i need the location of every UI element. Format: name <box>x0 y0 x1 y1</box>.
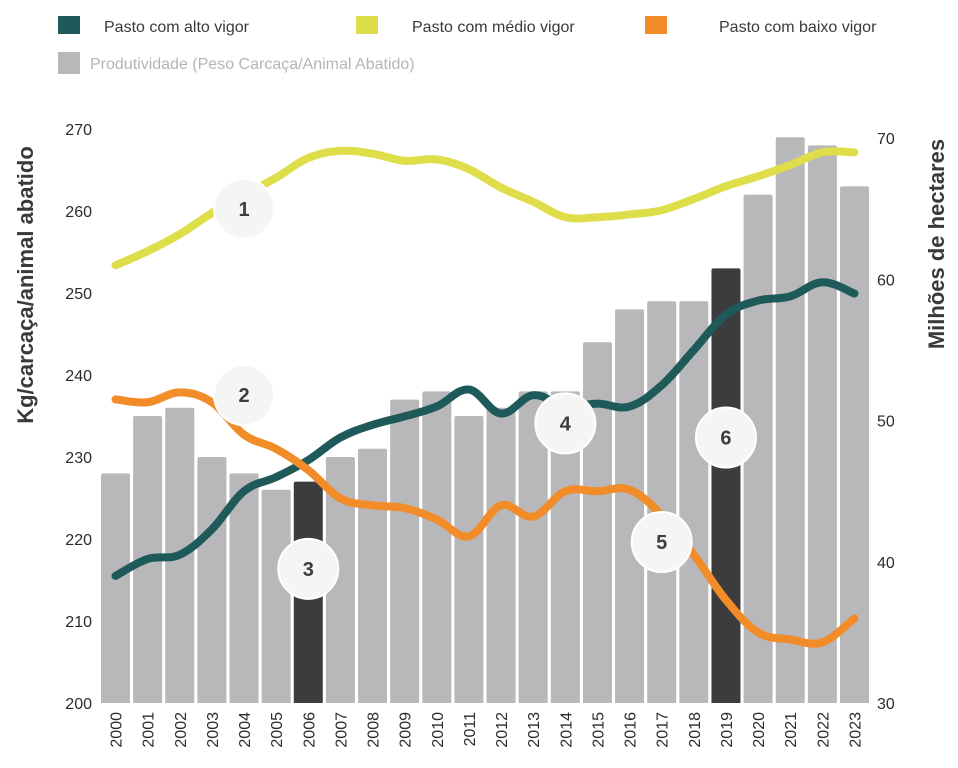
marker-circle-2 <box>213 364 276 427</box>
x-tick-2022: 2022 <box>815 712 832 748</box>
x-tick-2013: 2013 <box>526 712 543 748</box>
x-tick-2021: 2021 <box>783 712 800 748</box>
left-tick-230: 230 <box>65 450 92 467</box>
left-tick-220: 220 <box>65 532 92 549</box>
bar-2023 <box>839 186 869 703</box>
line-baixo-vigor <box>111 388 859 648</box>
bar-2015 <box>582 342 612 703</box>
marker-2: 2 <box>213 364 276 427</box>
bar-2000 <box>101 473 130 703</box>
bar-2008 <box>358 448 388 703</box>
marker-4: 4 <box>534 392 597 455</box>
x-tick-2003: 2003 <box>205 712 222 748</box>
right-axis-title: Milhões de hectares <box>924 139 949 349</box>
bar-2016 <box>615 309 645 703</box>
legend-swatch-alto <box>58 16 80 34</box>
legend-swatch-baixo <box>645 16 667 34</box>
marker-circle-1 <box>213 177 276 240</box>
x-tick-2000: 2000 <box>109 712 126 748</box>
bar-2021 <box>775 137 805 703</box>
marker-circle-3 <box>277 537 340 600</box>
x-tick-2020: 2020 <box>751 712 768 748</box>
x-tick-2005: 2005 <box>269 712 286 748</box>
left-axis-ticks: 200 210 220 230 240 250 260 270 <box>65 122 92 713</box>
x-tick-2006: 2006 <box>301 712 318 748</box>
marker-circle-6 <box>694 406 757 469</box>
bar-2018 <box>679 301 709 703</box>
markers-group: 1 2 3 4 5 6 <box>213 177 757 600</box>
right-tick-60: 60 <box>877 272 895 289</box>
marker-label-2: 2 <box>238 385 249 407</box>
bar-2007 <box>325 457 355 703</box>
marker-label-6: 6 <box>720 428 731 450</box>
right-tick-30: 30 <box>877 696 895 713</box>
x-tick-2007: 2007 <box>333 712 350 748</box>
legend: Pasto com alto vigor Pasto com médio vig… <box>58 16 877 74</box>
bar-2019 <box>711 268 741 703</box>
marker-label-5: 5 <box>656 532 667 554</box>
legend-label-produtividade: Produtividade (Peso Carcaça/Animal Abati… <box>90 56 415 73</box>
x-tick-2019: 2019 <box>719 712 736 748</box>
marker-3: 3 <box>277 537 340 600</box>
x-tick-2017: 2017 <box>655 712 672 748</box>
x-tick-2011: 2011 <box>462 712 479 747</box>
x-tick-2014: 2014 <box>558 712 575 748</box>
left-tick-250: 250 <box>65 286 92 303</box>
marker-label-1: 1 <box>238 199 249 221</box>
x-axis-ticks: 2000 2001 2002 2003 2004 2005 2006 2007 2008 2009… <box>109 712 865 748</box>
x-tick-2001: 2001 <box>141 712 158 748</box>
marker-circle-4 <box>534 392 597 455</box>
bar-2010 <box>422 391 452 703</box>
x-tick-2010: 2010 <box>430 712 447 748</box>
x-tick-2023: 2023 <box>847 712 864 748</box>
right-tick-70: 70 <box>877 131 895 148</box>
left-tick-270: 270 <box>65 122 92 139</box>
x-tick-2016: 2016 <box>623 712 640 748</box>
right-tick-40: 40 <box>877 555 895 572</box>
bar-2004 <box>229 473 259 703</box>
x-tick-2012: 2012 <box>494 712 511 748</box>
left-tick-240: 240 <box>65 368 92 385</box>
right-tick-50: 50 <box>877 414 895 431</box>
legend-swatch-medio <box>356 16 378 34</box>
bar-2017 <box>647 301 677 703</box>
bar-2009 <box>390 399 420 703</box>
x-tick-2009: 2009 <box>398 712 415 748</box>
legend-label-baixo: Pasto com baixo vigor <box>719 19 877 36</box>
bar-2020 <box>743 194 773 703</box>
marker-circle-5 <box>630 511 693 574</box>
bar-2014 <box>550 391 580 703</box>
left-tick-200: 200 <box>65 696 92 713</box>
legend-label-medio: Pasto com médio vigor <box>412 19 575 36</box>
x-tick-2004: 2004 <box>237 712 254 748</box>
legend-label-alto: Pasto com alto vigor <box>104 19 250 36</box>
marker-6: 6 <box>694 406 757 469</box>
x-tick-2018: 2018 <box>687 712 704 748</box>
left-tick-260: 260 <box>65 204 92 221</box>
left-tick-210: 210 <box>65 614 92 631</box>
bars-group <box>101 137 869 703</box>
bar-2011 <box>454 416 484 703</box>
x-tick-2002: 2002 <box>173 712 190 748</box>
bar-2005 <box>261 489 291 703</box>
bar-2003 <box>197 457 227 703</box>
marker-label-3: 3 <box>303 559 314 581</box>
bar-2013 <box>518 391 548 703</box>
legend-swatch-produtividade <box>58 52 80 74</box>
line-alto-vigor <box>111 278 859 580</box>
marker-label-4: 4 <box>560 413 572 435</box>
bar-2022 <box>807 145 837 703</box>
bar-2012 <box>486 407 516 703</box>
marker-5: 5 <box>630 511 693 574</box>
left-axis-title: Kg/carcaça/animal abatido <box>13 146 38 424</box>
marker-1: 1 <box>213 177 276 240</box>
right-axis-ticks: 30 40 50 60 70 <box>877 131 895 713</box>
x-tick-2015: 2015 <box>590 712 607 748</box>
x-tick-2008: 2008 <box>366 712 383 748</box>
